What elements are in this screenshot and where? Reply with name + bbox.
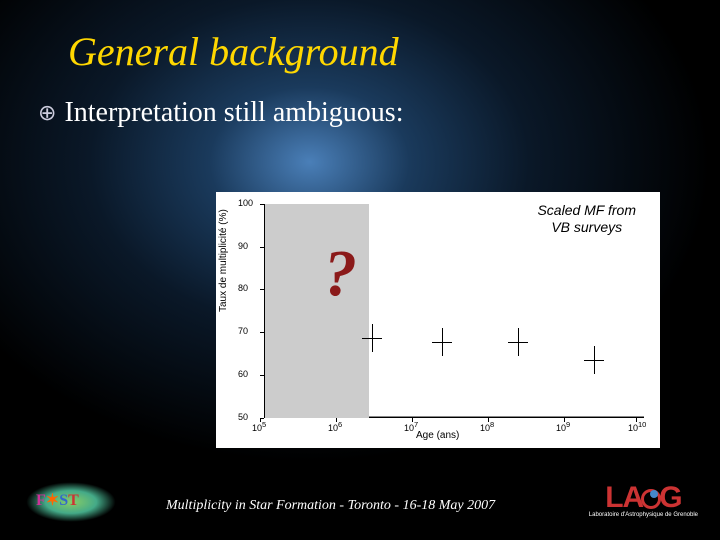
fost-logo: F✶ST xyxy=(26,482,116,522)
chart-ytick: 100 xyxy=(238,198,253,208)
fost-logo-text: F✶ST xyxy=(36,490,79,510)
laog-logo-text: LAG xyxy=(589,485,698,511)
chart-xlabel: Age (ans) xyxy=(416,430,459,441)
bullet-item: ⊕ Interpretation still ambiguous: xyxy=(0,75,720,129)
chart-ytick: 60 xyxy=(238,369,248,379)
bullet-text: Interpretation still ambiguous: xyxy=(64,97,403,129)
chart-datapoint xyxy=(518,342,519,343)
annotation-line2: VB surveys xyxy=(551,219,622,235)
chart-xtick: 1010 xyxy=(628,420,646,433)
chart-ylabel: Taux de multiplicité (%) xyxy=(218,209,229,312)
chart-datapoint xyxy=(442,342,443,343)
chart-plot-area xyxy=(264,204,644,418)
annotation-line1: Scaled MF from xyxy=(537,202,636,218)
slide-title: General background xyxy=(0,0,720,75)
bullet-icon: ⊕ xyxy=(38,100,56,126)
chart-ytick: 90 xyxy=(238,241,248,251)
chart-ytick: 80 xyxy=(238,283,248,293)
chart-annotation: Scaled MF from VB surveys xyxy=(537,202,636,236)
chart-ytick: 70 xyxy=(238,326,248,336)
chart: Scaled MF from VB surveys ? Taux de mult… xyxy=(216,192,660,448)
chart-datapoint xyxy=(594,360,595,361)
laog-logo-subtitle: Laboratoire d'Astrophysique de Grenoble xyxy=(589,512,698,518)
chart-question-mark: ? xyxy=(324,236,357,312)
chart-ytick: 50 xyxy=(238,412,248,422)
laog-logo: LAG Laboratoire d'Astrophysique de Greno… xyxy=(589,485,698,519)
chart-datapoint xyxy=(372,338,373,339)
footer-text: Multiplicity in Star Formation - Toronto… xyxy=(166,498,495,514)
